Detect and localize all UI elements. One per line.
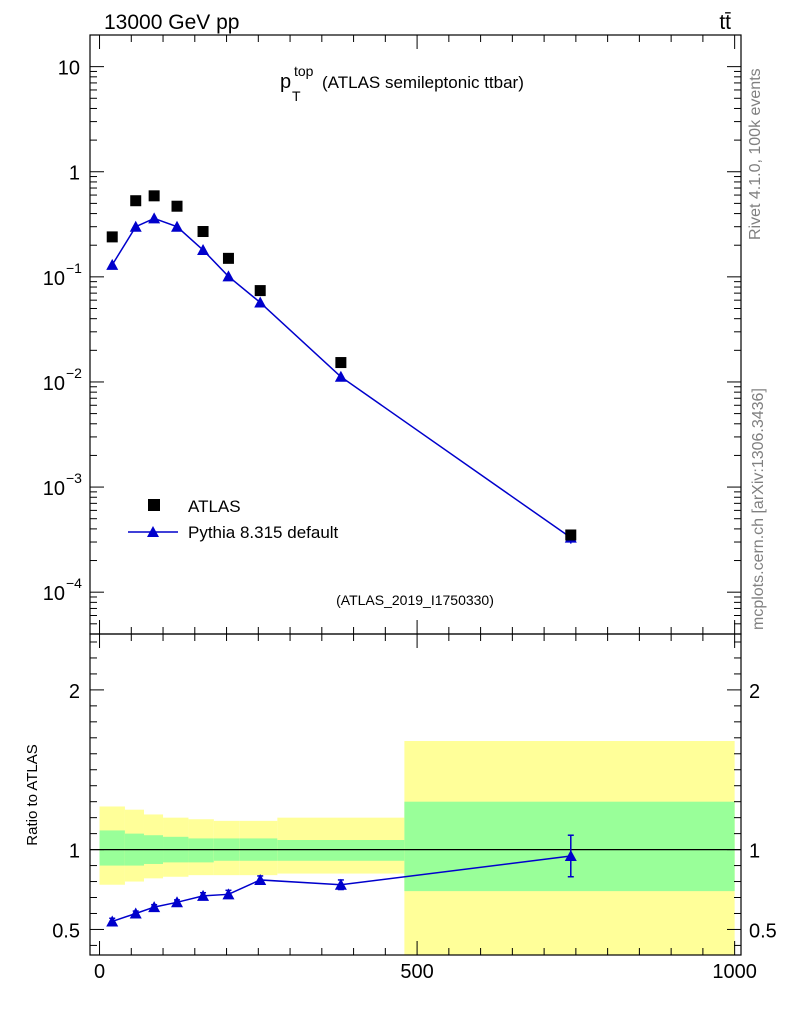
mc-marker	[334, 370, 347, 382]
ratio-plot-panel: 0.5 0.5 1 1 2 2 0 500 1000 Ratio to ATLAS	[24, 633, 777, 983]
ratio-marker	[254, 873, 267, 885]
mc-marker	[222, 270, 235, 282]
ratio-y-axis-label: Ratio to ATLAS	[24, 744, 41, 845]
mcplots-label: mcplots.cern.ch [arXiv:1306.3436]	[750, 388, 767, 630]
plot-title-superscript: top	[294, 63, 314, 79]
ratio-y-tick-label-left: 1	[69, 841, 80, 863]
plot-title: p	[280, 71, 291, 93]
y-tick-label: 10	[43, 478, 65, 500]
mc-marker	[171, 220, 184, 232]
mc-marker	[129, 220, 142, 232]
ratio-y-tick-label-right: 0.5	[749, 920, 777, 942]
ratio-marker	[148, 901, 161, 913]
data-marker	[148, 190, 160, 202]
data-marker	[222, 252, 234, 264]
ratio-plot-frame	[89, 633, 742, 956]
ratio-y-tick-label-right: 1	[749, 841, 760, 863]
data-marker	[106, 231, 118, 243]
uncertainty-band-inner	[404, 801, 735, 892]
ratio-y-tick-label-right: 2	[749, 681, 760, 703]
mc-marker	[197, 244, 210, 256]
x-tick-label: 0	[94, 961, 105, 983]
x-tick-label: 1000	[712, 961, 757, 983]
ratio-marker	[222, 888, 235, 900]
y-tick-label-exponent: −3	[66, 470, 82, 486]
data-marker	[130, 195, 142, 207]
mc-marker	[148, 212, 161, 224]
ratio-marker	[564, 849, 577, 861]
plot-title-main: p	[280, 71, 291, 93]
ratio-marker	[171, 896, 184, 908]
rivet-version-label: Rivet 4.1.0, 100k events	[747, 68, 764, 240]
ratio-marker	[129, 907, 142, 919]
x-tick-label: 500	[400, 961, 433, 983]
uncertainty-band-inner	[277, 840, 405, 861]
y-tick-label-exponent: −4	[66, 575, 82, 591]
y-tick-label: 10	[58, 58, 80, 80]
y-tick-label: 10	[43, 268, 65, 290]
plot-title-rest: (ATLAS semileptonic ttbar)	[322, 73, 524, 92]
analysis-id-label: (ATLAS_2019_I1750330)	[336, 592, 494, 608]
main-plot-frame	[89, 34, 742, 635]
y-tick-label: 10	[43, 583, 65, 605]
mc-marker	[106, 258, 119, 270]
ratio-marker	[106, 915, 119, 927]
y-tick-label-exponent: −2	[66, 365, 82, 381]
legend-mc-label: Pythia 8.315 default	[188, 523, 339, 542]
data-marker	[335, 357, 347, 369]
legend-data-label: ATLAS	[188, 497, 241, 516]
data-marker	[197, 226, 209, 238]
mc-marker	[254, 296, 267, 308]
y-tick-label: 10	[43, 373, 65, 395]
ratio-marker	[334, 878, 347, 890]
data-marker	[254, 285, 266, 297]
y-tick-label-exponent: −1	[66, 260, 82, 276]
energy-label: 13000 GeV pp	[104, 11, 239, 34]
plot-title-subscript: T	[292, 88, 301, 104]
data-marker	[565, 529, 577, 541]
y-tick-label: 1	[69, 163, 80, 185]
data-marker	[171, 200, 183, 212]
ratio-y-tick-label-left: 0.5	[52, 920, 80, 942]
ratio-marker	[197, 889, 210, 901]
legend-mc-marker	[147, 526, 159, 537]
uncertainty-band-inner	[99, 830, 125, 866]
uncertainty-band-inner	[188, 838, 214, 863]
legend-data-marker	[148, 499, 160, 511]
ratio-y-tick-label-left: 2	[69, 681, 80, 703]
process-label: tt̄	[719, 11, 731, 34]
